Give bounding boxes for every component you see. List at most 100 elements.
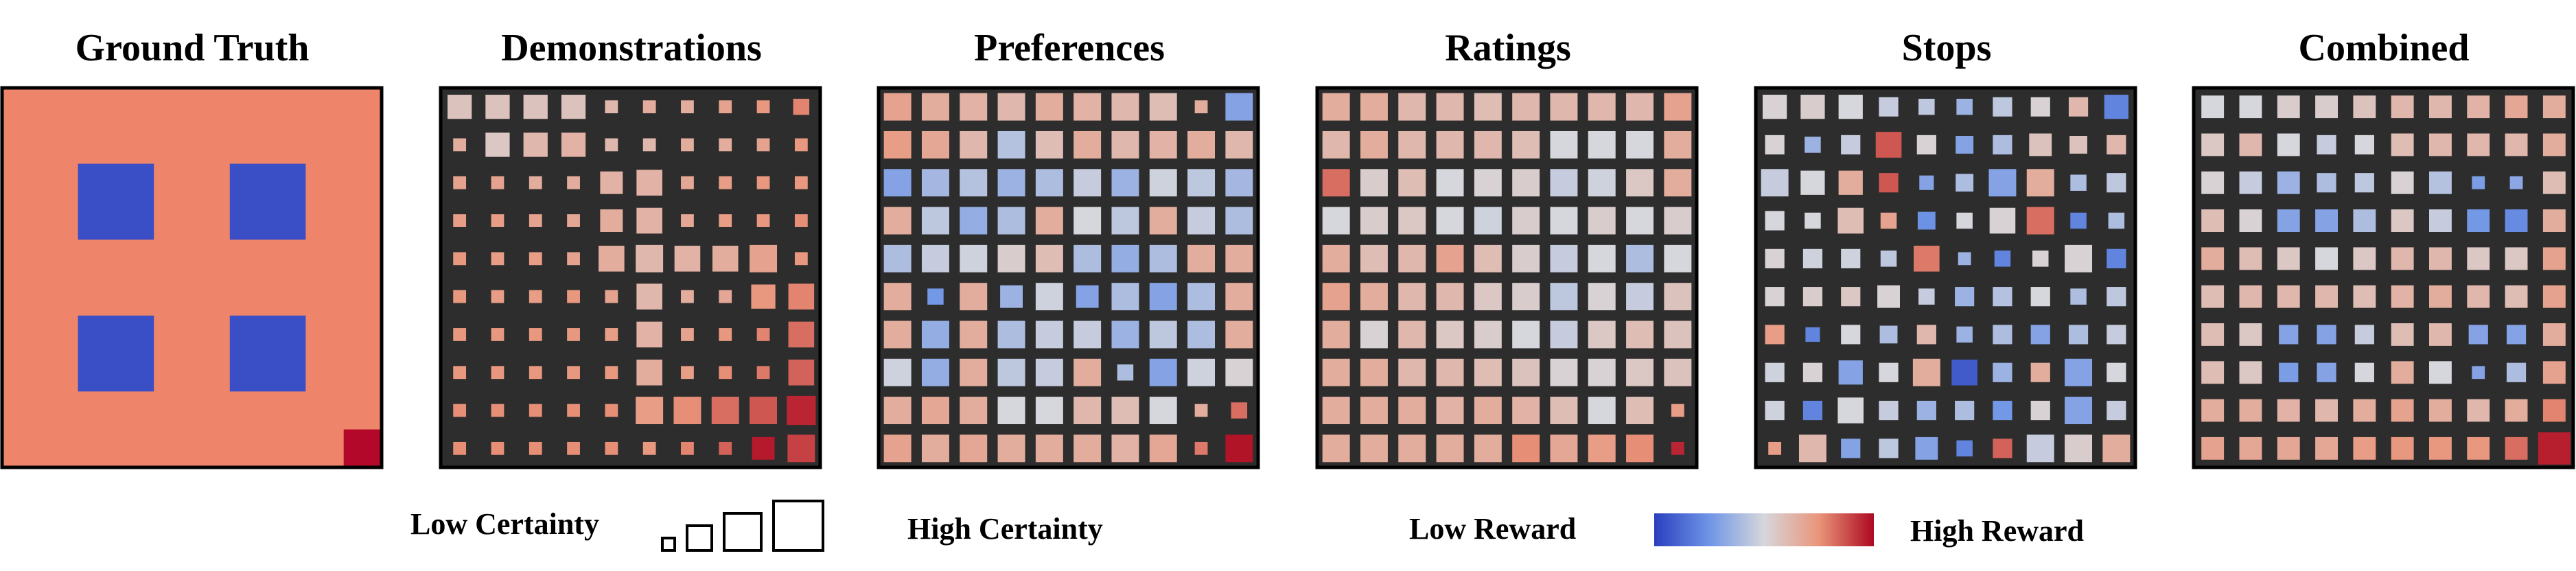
grid-cell bbox=[751, 284, 776, 309]
grid-cell bbox=[674, 246, 701, 272]
grid-cell bbox=[883, 169, 912, 197]
grid-cell bbox=[2315, 436, 2339, 460]
grid-cell bbox=[2542, 133, 2566, 156]
grid-cell bbox=[1805, 327, 1820, 342]
grid-cell bbox=[2026, 169, 2054, 197]
grid-cell bbox=[1111, 244, 1139, 272]
grid-cell bbox=[567, 290, 580, 303]
grid-cell bbox=[453, 176, 467, 189]
low-reward-region bbox=[229, 315, 306, 392]
grid-cell bbox=[719, 290, 732, 303]
grid-cell bbox=[1360, 169, 1388, 197]
grid-cell bbox=[1436, 434, 1464, 463]
grid-cell bbox=[921, 169, 949, 197]
panel-ratings bbox=[1315, 86, 1699, 469]
grid-cell bbox=[1664, 169, 1692, 197]
grid-cell bbox=[1951, 359, 1977, 386]
grid-cell bbox=[1111, 283, 1139, 311]
grid-cell bbox=[1917, 211, 1936, 230]
reward-colorbar bbox=[1654, 513, 1874, 546]
grid-cell bbox=[997, 130, 1025, 159]
grid-cell bbox=[636, 321, 662, 348]
grid-cell bbox=[1111, 93, 1139, 121]
grid-cell bbox=[2505, 247, 2528, 270]
grid-cell bbox=[567, 328, 580, 341]
grid-cell bbox=[561, 95, 586, 119]
grid-cell bbox=[719, 176, 732, 189]
grid-cell bbox=[2239, 209, 2262, 233]
grid-cell bbox=[960, 434, 988, 463]
panel-title-ground-truth: Ground Truth bbox=[75, 27, 310, 69]
grid-cell bbox=[529, 404, 542, 417]
grid-cell bbox=[2277, 247, 2300, 270]
grid-cell bbox=[883, 244, 912, 272]
grid-cell bbox=[600, 209, 623, 233]
grid-cell bbox=[1360, 397, 1388, 425]
grid-cell bbox=[567, 252, 580, 266]
grid-cell bbox=[2391, 247, 2414, 270]
grid-cell bbox=[1398, 283, 1426, 311]
grid-cell bbox=[960, 130, 988, 159]
grid-cell bbox=[794, 252, 808, 266]
grid-cell bbox=[1664, 358, 1692, 386]
grid-cell bbox=[1074, 397, 1102, 425]
grid-cell bbox=[1800, 95, 1825, 119]
grid-cell bbox=[788, 321, 815, 348]
grid-cell bbox=[453, 214, 467, 227]
grid-cell bbox=[1074, 358, 1102, 386]
grid-cell bbox=[1588, 93, 1616, 121]
grid-cell bbox=[2505, 209, 2528, 233]
grid-cell bbox=[1149, 207, 1177, 235]
grid-cell bbox=[1802, 287, 1823, 307]
grid-cell bbox=[1880, 212, 1897, 229]
certainty-legend-box bbox=[661, 537, 676, 552]
certainty-legend-box bbox=[686, 524, 713, 552]
grid-cell bbox=[2391, 399, 2414, 422]
grid-cell bbox=[1588, 358, 1616, 386]
grid-cell bbox=[756, 176, 770, 189]
grid-cell bbox=[448, 95, 472, 119]
grid-cell bbox=[1875, 132, 1902, 158]
grid-cell bbox=[2353, 436, 2376, 460]
grid-cell bbox=[2107, 362, 2126, 382]
grid-cell bbox=[1187, 169, 1216, 197]
grid-cell bbox=[1588, 130, 1616, 159]
grid-cell bbox=[605, 366, 618, 380]
grid-cell bbox=[2505, 285, 2528, 308]
grid-cell bbox=[1512, 207, 1540, 235]
grid-cell bbox=[2239, 171, 2262, 194]
grid-cell bbox=[1225, 244, 1253, 272]
grid-cell bbox=[2108, 212, 2125, 229]
grid-cell bbox=[1398, 207, 1426, 235]
grid-cell bbox=[1880, 250, 1897, 267]
grid-cell bbox=[2428, 95, 2452, 119]
grid-cell bbox=[2353, 247, 2376, 270]
grid-cell bbox=[1550, 358, 1578, 386]
grid-cell bbox=[2542, 171, 2566, 194]
grid-cell bbox=[1225, 321, 1253, 349]
grid-cell bbox=[453, 366, 467, 380]
grid-cell bbox=[1187, 244, 1216, 272]
grid-cell bbox=[883, 283, 912, 311]
grid-cell bbox=[793, 98, 810, 115]
certainty-legend-box bbox=[723, 512, 763, 552]
grid-cell bbox=[883, 321, 912, 349]
grid-cell bbox=[1035, 169, 1063, 197]
low-reward-region bbox=[229, 163, 306, 240]
grid-cell bbox=[1474, 358, 1502, 386]
grid-cell bbox=[2277, 95, 2300, 119]
grid-cell bbox=[1360, 283, 1388, 311]
grid-cell bbox=[1074, 169, 1102, 197]
grid-cell bbox=[2354, 173, 2374, 193]
grid-cell bbox=[1035, 93, 1063, 121]
grid-cell bbox=[2026, 207, 2054, 235]
grid-cell bbox=[1187, 283, 1216, 311]
grid-cell bbox=[1074, 434, 1102, 463]
low-reward-region bbox=[78, 315, 154, 392]
grid-cell bbox=[681, 441, 694, 455]
grid-cell bbox=[1955, 287, 1975, 307]
grid-cell bbox=[1225, 93, 1253, 121]
grid-cell bbox=[2391, 436, 2414, 460]
grid-cell bbox=[960, 397, 988, 425]
grid-cell bbox=[921, 434, 949, 463]
